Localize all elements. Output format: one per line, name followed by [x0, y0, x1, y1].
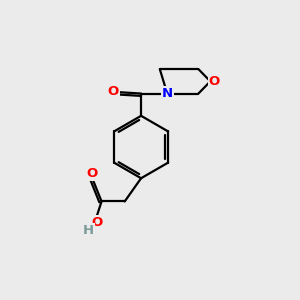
Text: N: N [162, 87, 173, 100]
Text: H: H [83, 224, 94, 237]
Text: O: O [208, 75, 220, 88]
Text: O: O [91, 216, 102, 229]
Text: O: O [107, 85, 119, 98]
Text: O: O [87, 167, 98, 180]
